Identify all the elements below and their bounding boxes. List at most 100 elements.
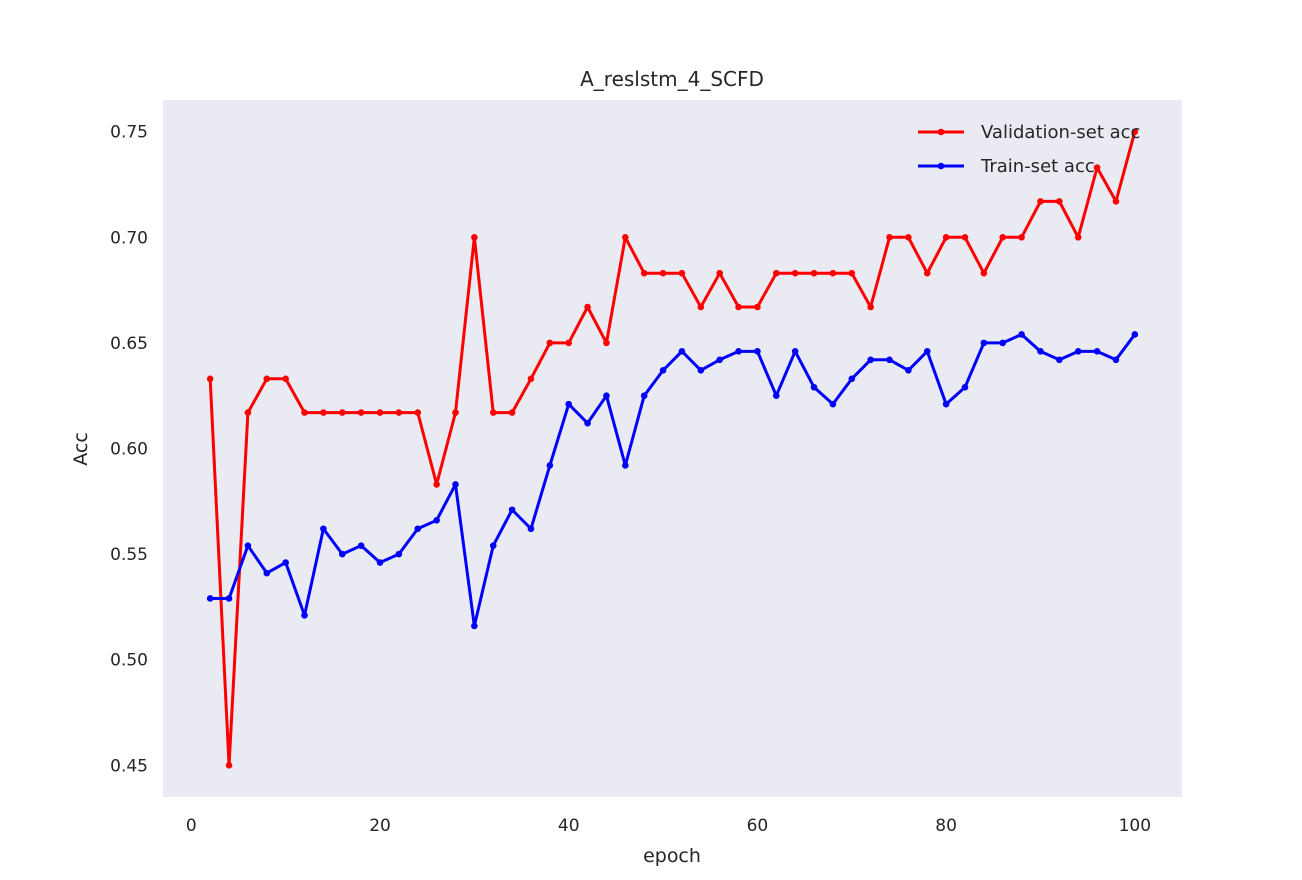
data-point [1074, 348, 1082, 355]
data-point [452, 481, 459, 488]
data-point [1018, 233, 1025, 241]
data-point [867, 356, 874, 364]
x-axis-label: epoch [643, 845, 701, 867]
data-point [1093, 164, 1101, 171]
data-point [622, 233, 629, 241]
data-point [622, 462, 629, 469]
data-point [414, 525, 422, 533]
data-point [754, 303, 761, 311]
data-point [640, 392, 648, 399]
data-point [1056, 198, 1063, 205]
x-tick-label: 40 [558, 816, 580, 836]
data-point [565, 400, 573, 408]
data-point [829, 269, 837, 277]
data-point [376, 409, 384, 416]
data-point [395, 550, 403, 558]
data-point [980, 269, 988, 277]
data-point [999, 233, 1007, 241]
data-point [923, 348, 931, 355]
data-point [301, 612, 308, 619]
data-point [1037, 348, 1044, 355]
data-point [301, 409, 308, 416]
x-tick-label: 20 [369, 816, 391, 836]
data-point [206, 595, 214, 602]
data-point [603, 339, 610, 347]
data-point [414, 409, 422, 416]
data-point [584, 303, 591, 311]
data-point [848, 375, 856, 383]
series-validation [206, 128, 1139, 769]
data-point [716, 269, 723, 277]
data-point [320, 409, 327, 416]
data-point [471, 233, 478, 241]
data-point [810, 269, 818, 277]
data-point [716, 356, 723, 364]
x-axis-ticks: 0 20 40 60 80 100 [186, 816, 1151, 836]
data-point [867, 303, 874, 311]
data-point [905, 367, 912, 374]
data-point [489, 542, 497, 549]
y-tick-label: 0.45 [110, 756, 148, 776]
x-tick-label: 60 [747, 816, 769, 836]
data-point [942, 400, 950, 408]
data-point [1093, 348, 1101, 355]
data-point [923, 269, 931, 277]
chart-title: A_reslstm_4_SCFD [580, 67, 764, 91]
data-point [1131, 128, 1139, 135]
data-point [508, 409, 516, 416]
data-point [395, 409, 403, 416]
data-point [452, 409, 459, 416]
data-point [791, 348, 799, 355]
data-point [471, 622, 478, 630]
data-point [772, 269, 780, 277]
data-point [640, 269, 648, 277]
data-point [791, 269, 799, 277]
data-point [244, 542, 252, 549]
data-point [942, 233, 950, 241]
data-point [754, 348, 761, 355]
data-point [263, 569, 271, 577]
data-point [678, 348, 686, 355]
data-point [527, 525, 535, 533]
data-point [1018, 331, 1025, 338]
y-tick-label: 0.65 [110, 334, 148, 354]
data-point [320, 525, 327, 533]
y-tick-label: 0.50 [110, 651, 148, 671]
data-point [735, 303, 742, 311]
data-point [1112, 356, 1120, 364]
data-point [1112, 198, 1120, 205]
plot-area [163, 100, 1182, 797]
data-point [376, 559, 384, 566]
data-point [282, 375, 289, 383]
y-tick-label: 0.60 [110, 440, 148, 460]
legend-label: Validation-set acc [981, 122, 1140, 143]
data-point [659, 269, 667, 277]
data-point [829, 400, 837, 408]
data-point [905, 233, 912, 241]
data-point [225, 595, 233, 602]
data-point [848, 269, 856, 277]
data-point [961, 233, 969, 241]
data-point [810, 383, 818, 391]
data-point [697, 367, 705, 374]
y-tick-label: 0.75 [110, 123, 148, 143]
data-point [527, 375, 535, 383]
data-point [961, 383, 969, 391]
data-point [546, 462, 554, 469]
legend-label: Train-set acc [980, 156, 1095, 177]
data-point [489, 409, 497, 416]
series-line [210, 332, 1137, 628]
y-tick-label: 0.70 [110, 228, 148, 248]
data-point [282, 559, 289, 566]
legend-marker [937, 162, 945, 170]
data-point [1074, 233, 1082, 241]
data-point [1131, 331, 1139, 338]
legend: Validation-set acc Train-set acc [918, 122, 1140, 177]
series-train [206, 331, 1139, 630]
data-point [697, 303, 705, 311]
data-point [433, 481, 440, 488]
data-point [263, 375, 271, 383]
data-point [886, 233, 893, 241]
x-tick-label: 80 [935, 816, 957, 836]
